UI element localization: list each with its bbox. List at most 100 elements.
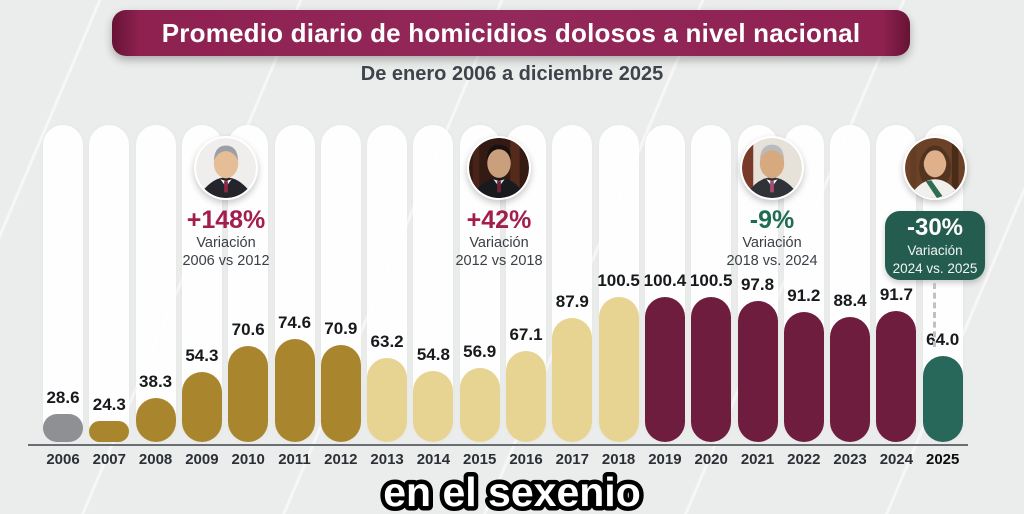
- value-label-2008: 38.3: [139, 372, 173, 391]
- value-label-2011: 74.6: [277, 313, 312, 332]
- value-label-2024: 91.7: [879, 285, 913, 304]
- year-column-2013: 63.2 2013: [367, 125, 408, 473]
- amlo-portrait: [740, 136, 804, 200]
- variation-2024-2025-range: 2024 vs. 2025: [892, 261, 978, 276]
- year-label-2015: 2015: [463, 451, 497, 468]
- year-column-2018: 100.5 2018: [597, 125, 640, 473]
- year-column-2008: 38.3 2008: [135, 125, 176, 473]
- bar-2016: [506, 351, 546, 442]
- video-caption-text: en el sexenio: [383, 469, 641, 514]
- value-label-2017: 87.9: [555, 292, 589, 311]
- x-axis-line: [28, 444, 968, 446]
- value-label-2018: 100.5: [597, 271, 640, 290]
- bar-2018: [598, 297, 639, 442]
- year-column-2023: 88.4 2023: [830, 125, 871, 473]
- variation-2006-2012: +148% Variación 2006 vs 2012: [151, 206, 301, 270]
- amlo-portrait-icon: [742, 138, 802, 198]
- value-label-2014: 54.8: [416, 345, 450, 364]
- year-column-2016: 67.1 2016: [506, 125, 546, 473]
- year-column-2014: 54.8 2014: [413, 125, 454, 473]
- column-background-pill: [135, 125, 176, 442]
- value-label-2025: 64.0: [926, 330, 960, 349]
- year-label-2014: 2014: [416, 451, 451, 468]
- calderon-portrait-icon: [196, 138, 256, 198]
- bar-2007: [89, 421, 130, 442]
- bar-2019: [644, 297, 685, 442]
- variation-2012-2018-range: 2012 vs 2018: [455, 253, 543, 269]
- badge-to-bar-dashed-line: [933, 283, 936, 347]
- bar-2022: [783, 312, 824, 442]
- value-label-2016: 67.1: [509, 325, 543, 344]
- year-label-2023: 2023: [833, 451, 867, 468]
- year-label-2025: 2025: [926, 451, 960, 468]
- bar-2011: [274, 339, 315, 442]
- variation-2018-2024: -9% Variación 2018 vs. 2024: [697, 206, 847, 270]
- bar-2006: [43, 414, 83, 442]
- sheinbaum-portrait-icon: [905, 138, 965, 198]
- variation-2012-2018-pct: +42%: [466, 206, 532, 234]
- bar-2024: [876, 311, 917, 442]
- variation-2018-2024-label: Variación: [742, 235, 802, 251]
- value-label-2007: 24.3: [92, 395, 126, 414]
- year-label-2007: 2007: [92, 451, 126, 468]
- pena-nieto-portrait-icon: [469, 138, 529, 198]
- variation-2012-2018-label: Variación: [469, 235, 529, 251]
- year-label-2021: 2021: [740, 451, 775, 468]
- bar-2023: [830, 317, 871, 442]
- year-label-2020: 2020: [694, 451, 728, 468]
- title-banner: Promedio diario de homicidios dolosos a …: [112, 10, 910, 56]
- page-title: Promedio diario de homicidios dolosos a …: [161, 17, 861, 48]
- year-column-2017: 87.9 2017: [552, 125, 593, 473]
- bar-2021: [737, 301, 778, 442]
- bar-2012: [320, 345, 361, 442]
- value-label-2020: 100.5: [689, 271, 733, 290]
- year-label-2013: 2013: [370, 451, 404, 468]
- year-label-2008: 2008: [138, 451, 173, 468]
- variation-2018-2024-range: 2018 vs. 2024: [726, 253, 818, 269]
- year-label-2012: 2012: [324, 451, 358, 468]
- year-column-2006: 28.6 2006: [43, 125, 83, 473]
- value-label-2010: 70.6: [231, 320, 265, 339]
- sheinbaum-portrait: [903, 136, 967, 200]
- value-label-2022: 91.2: [787, 286, 821, 305]
- year-column-2015: 56.9 2015: [459, 125, 500, 473]
- bar-2009: [181, 372, 222, 442]
- bar-2008: [135, 398, 176, 442]
- year-label-2019: 2019: [648, 451, 682, 468]
- pena-nieto-portrait: [467, 136, 531, 200]
- column-background-pill: [89, 125, 130, 442]
- year-column-2020: 100.5 2020: [690, 125, 732, 473]
- value-label-2009: 54.3: [185, 346, 219, 365]
- variation-2006-2012-range: 2006 vs 2012: [182, 253, 270, 269]
- year-label-2017: 2017: [555, 451, 589, 468]
- year-label-2022: 2022: [787, 451, 821, 468]
- year-label-2009: 2009: [185, 451, 219, 468]
- variation-2024-2025-label: Variación: [907, 243, 963, 258]
- value-label-2006: 28.6: [46, 388, 80, 407]
- year-label-2010: 2010: [231, 451, 265, 468]
- year-label-2024: 2024: [879, 451, 914, 468]
- value-label-2019: 100.4: [643, 271, 687, 290]
- bar-2020: [691, 297, 732, 442]
- variation-2024-2025-badge: -30% Variación 2024 vs. 2025: [885, 211, 985, 280]
- value-label-2015: 56.9: [463, 342, 497, 361]
- value-label-2021: 97.8: [740, 275, 775, 294]
- year-column-2019: 100.4 2019: [644, 125, 686, 473]
- year-label-2018: 2018: [601, 451, 636, 468]
- value-label-2012: 70.9: [324, 319, 358, 338]
- year-label-2011: 2011: [278, 451, 311, 468]
- year-column-2012: 70.9 2012: [320, 125, 361, 473]
- bar-2013: [367, 358, 408, 442]
- page-subtitle: De enero 2006 a diciembre 2025: [360, 63, 664, 85]
- video-caption: en el sexenio: [0, 465, 1024, 514]
- bar-2017: [552, 318, 593, 442]
- calderon-portrait: [194, 136, 258, 200]
- column-background-pill: [43, 125, 83, 442]
- bar-2015: [459, 368, 500, 442]
- variation-2006-2012-pct: +148%: [186, 206, 266, 234]
- year-column-2007: 24.3 2007: [89, 125, 130, 473]
- value-label-2013: 63.2: [370, 332, 404, 351]
- bar-2025: [922, 356, 963, 442]
- year-column-2011: 74.6 2011: [274, 125, 315, 473]
